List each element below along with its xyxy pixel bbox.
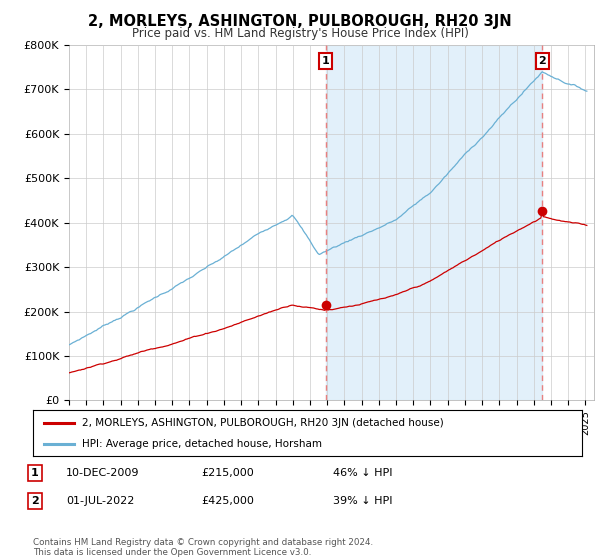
Text: HPI: Average price, detached house, Horsham: HPI: Average price, detached house, Hors… — [82, 439, 322, 449]
Text: 2, MORLEYS, ASHINGTON, PULBOROUGH, RH20 3JN (detached house): 2, MORLEYS, ASHINGTON, PULBOROUGH, RH20 … — [82, 418, 444, 428]
Text: 1: 1 — [322, 56, 329, 66]
Text: 1: 1 — [31, 468, 38, 478]
Text: 2: 2 — [538, 56, 546, 66]
Text: Price paid vs. HM Land Registry's House Price Index (HPI): Price paid vs. HM Land Registry's House … — [131, 27, 469, 40]
Text: Contains HM Land Registry data © Crown copyright and database right 2024.
This d: Contains HM Land Registry data © Crown c… — [33, 538, 373, 557]
Text: £425,000: £425,000 — [201, 496, 254, 506]
Text: 01-JUL-2022: 01-JUL-2022 — [66, 496, 134, 506]
Text: 39% ↓ HPI: 39% ↓ HPI — [333, 496, 392, 506]
Text: 2: 2 — [31, 496, 38, 506]
Bar — [326, 45, 542, 400]
Text: £215,000: £215,000 — [201, 468, 254, 478]
Text: 2, MORLEYS, ASHINGTON, PULBOROUGH, RH20 3JN: 2, MORLEYS, ASHINGTON, PULBOROUGH, RH20 … — [88, 14, 512, 29]
Text: 46% ↓ HPI: 46% ↓ HPI — [333, 468, 392, 478]
Text: 10-DEC-2009: 10-DEC-2009 — [66, 468, 139, 478]
